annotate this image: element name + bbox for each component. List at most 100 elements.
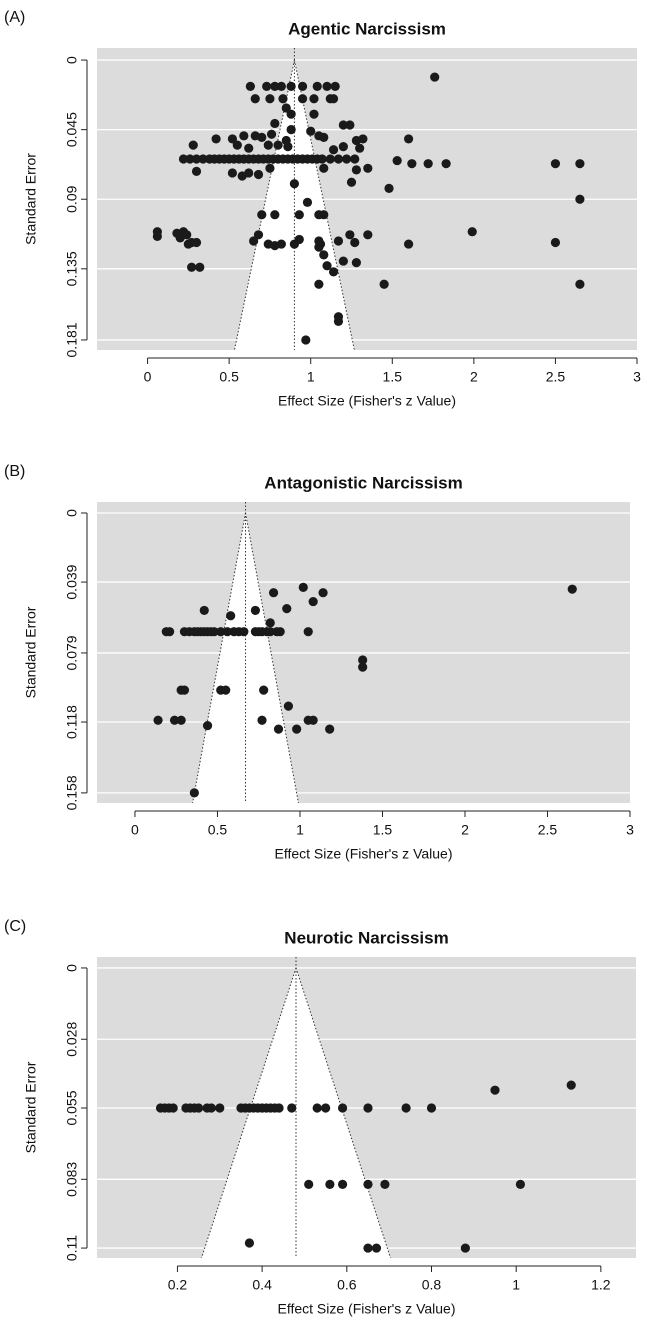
study-point <box>239 627 249 637</box>
study-point <box>270 118 280 129</box>
study-point <box>319 132 329 142</box>
study-point <box>302 197 313 207</box>
y-tick-label: 0.079 <box>64 635 80 670</box>
study-point <box>175 233 185 243</box>
study-point <box>282 604 292 614</box>
study-point <box>337 1103 348 1113</box>
x-tick-label: 2 <box>470 369 478 385</box>
study-point <box>318 588 328 598</box>
study-point <box>265 94 275 104</box>
x-tick-label: 0.5 <box>219 369 239 385</box>
study-point <box>566 1080 576 1090</box>
study-point <box>490 1085 500 1095</box>
study-point <box>314 279 324 289</box>
study-point <box>325 724 335 734</box>
y-tick-label: 0.039 <box>64 564 80 599</box>
study-point <box>380 1179 390 1190</box>
study-point <box>371 1243 382 1253</box>
study-point <box>575 194 585 204</box>
study-point <box>185 154 195 164</box>
study-point <box>165 627 175 637</box>
study-point <box>328 267 339 277</box>
panel-label: (B) <box>4 463 25 480</box>
study-point <box>297 81 308 91</box>
study-point <box>328 145 339 155</box>
x-axis-label: Effect Size (Fisher's z Value) <box>278 393 456 409</box>
study-point <box>426 1103 437 1113</box>
panel: 0 0.045 0.09 0.135 0.181 0 0.5 1 1.5 2 2.5 3 Agentic… <box>4 9 641 408</box>
study-point <box>244 143 254 153</box>
study-point <box>183 239 193 249</box>
y-tick-label: 0.083 <box>64 1162 80 1197</box>
study-point <box>276 239 286 249</box>
study-point <box>294 210 304 220</box>
study-point <box>467 227 477 237</box>
study-point <box>550 159 561 169</box>
study-point <box>338 256 348 266</box>
study-point <box>330 81 340 91</box>
study-point <box>191 154 202 164</box>
study-point <box>221 685 231 695</box>
points <box>152 72 585 345</box>
study-point <box>322 261 332 271</box>
y-tick-label: 0.118 <box>64 705 80 739</box>
study-point <box>273 140 283 150</box>
x-tick-label: 2.5 <box>546 369 566 385</box>
study-point <box>268 588 279 598</box>
study-point <box>567 584 577 594</box>
study-point <box>308 596 318 607</box>
x-tick-label: 1.2 <box>591 1277 611 1293</box>
study-point <box>350 154 360 164</box>
study-point <box>363 1243 373 1253</box>
study-point <box>430 72 440 82</box>
study-point <box>363 163 373 173</box>
study-point <box>281 103 291 113</box>
x-tick-label: 0.6 <box>337 1277 357 1293</box>
study-point <box>191 237 202 248</box>
y-tick-label: 0 <box>64 964 80 972</box>
study-point <box>262 81 272 91</box>
study-point <box>265 627 275 637</box>
x-tick-label: 0.2 <box>168 1277 188 1293</box>
study-point <box>257 132 267 142</box>
study-point <box>363 1103 373 1113</box>
study-point <box>312 81 322 91</box>
funnel-edge <box>192 512 247 803</box>
study-point <box>423 159 433 169</box>
study-point <box>189 788 199 798</box>
study-point <box>304 1179 314 1190</box>
y-tick-label: 0 <box>64 509 80 517</box>
study-point <box>328 94 339 104</box>
study-point <box>259 685 269 695</box>
study-point <box>245 81 255 91</box>
funnel-region <box>192 512 299 803</box>
study-point <box>152 231 162 241</box>
x-tick-label: 2 <box>461 822 469 838</box>
study-point <box>298 582 308 592</box>
study-point <box>195 262 205 272</box>
study-point <box>226 611 236 621</box>
study-point <box>575 159 585 169</box>
study-point <box>257 715 267 725</box>
x-tick-label: 2.5 <box>538 822 558 838</box>
study-point <box>363 230 373 240</box>
y-axis-label: Standard Error <box>23 153 39 245</box>
study-point <box>283 701 294 711</box>
x-tick-label: 0.5 <box>208 822 228 838</box>
study-point <box>250 605 261 616</box>
x-tick-label: 0 <box>131 822 139 838</box>
study-point <box>249 236 259 246</box>
study-point <box>286 109 296 119</box>
study-point <box>575 279 585 289</box>
panel: 0 0.039 0.079 0.118 0.158 0 0.5 1 1.5 2 2.5 3 Antago… <box>4 463 634 861</box>
study-point <box>253 230 264 240</box>
study-point <box>309 94 319 104</box>
study-point <box>345 120 355 130</box>
study-point <box>460 1243 470 1253</box>
study-point <box>351 165 361 175</box>
study-point <box>401 1103 411 1113</box>
study-point <box>345 230 355 240</box>
x-tick-label: 1 <box>296 822 304 838</box>
study-point <box>379 279 389 289</box>
